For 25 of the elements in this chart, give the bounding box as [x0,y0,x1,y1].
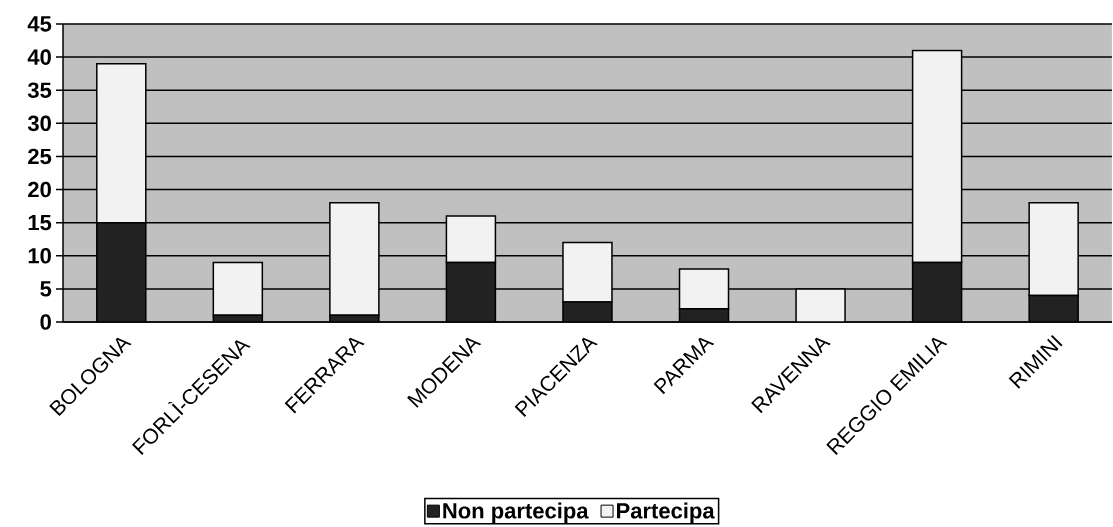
bar [678,268,730,310]
legend-label: Partecipa [617,502,715,523]
y-tick-label: 20 [28,181,51,198]
y-tick-label: 15 [28,214,52,231]
y-tick-label: 0 [40,314,51,330]
bar [911,261,963,322]
y-tick-label: 45 [27,16,52,32]
bar [1028,202,1079,297]
bar [795,288,846,322]
legend-label: Non partecipa [443,502,589,523]
y-tick-label: 40 [27,49,51,65]
bar [911,49,963,264]
bar [96,62,147,224]
bar [96,221,147,322]
y-tick-label: 30 [27,115,51,132]
bar [212,261,264,317]
bar [445,261,497,322]
bar [562,241,613,303]
bar [445,215,497,264]
y-tick-label: 5 [40,281,52,297]
y-tick-label: 10 [28,247,51,264]
bar [329,202,380,317]
y-tick-label: 35 [27,82,52,99]
y-tick-label: 25 [28,148,52,165]
bar [1028,294,1079,322]
